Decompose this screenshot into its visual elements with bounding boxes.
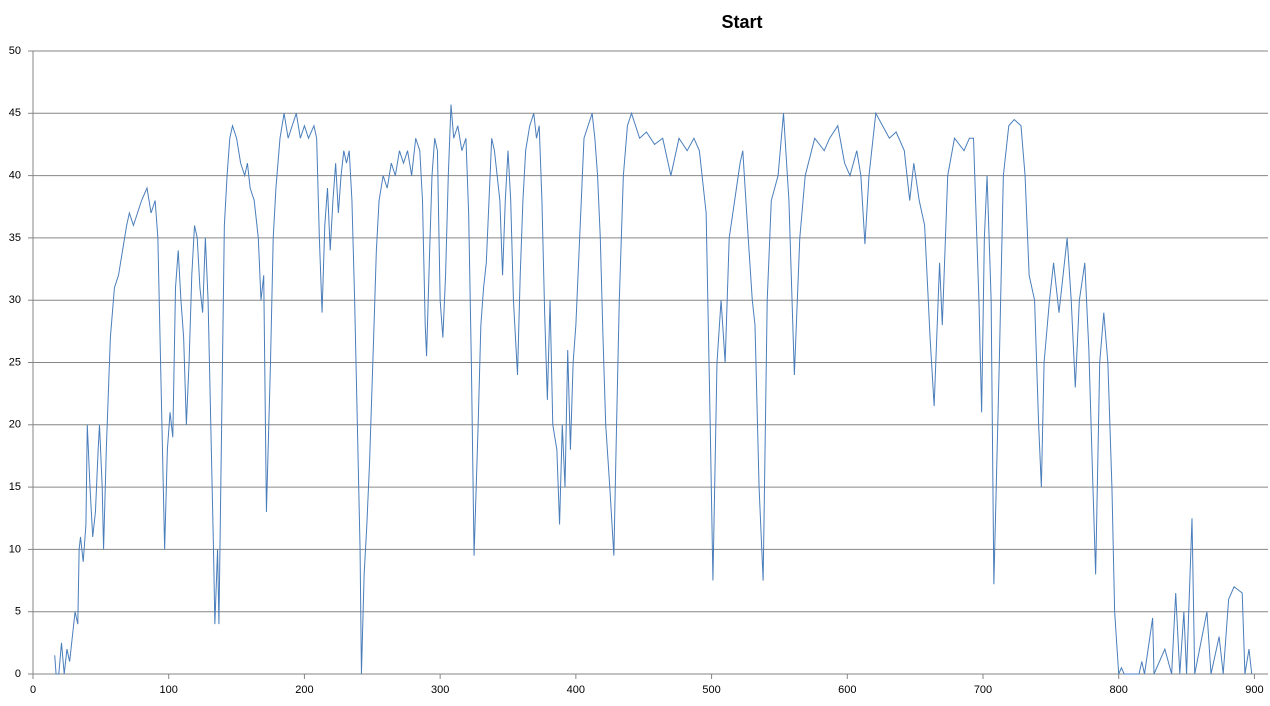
x-tick-label: 700 (974, 684, 992, 696)
y-tick-label: 30 (9, 294, 21, 306)
y-tick-label: 40 (9, 170, 21, 182)
x-tick-label: 500 (702, 684, 720, 696)
x-tick-label: 100 (160, 684, 178, 696)
y-tick-label: 25 (9, 356, 21, 368)
y-tick-label: 20 (9, 419, 21, 431)
y-tick-label: 0 (15, 668, 21, 680)
y-tick-label: 5 (15, 606, 21, 618)
x-tick-label: 600 (838, 684, 856, 696)
y-tick-label: 10 (9, 543, 21, 555)
y-tick-label: 50 (9, 45, 21, 57)
x-tick-label: 400 (567, 684, 585, 696)
y-tick-label: 15 (9, 481, 21, 493)
data-line (54, 104, 1253, 675)
y-tick-label: 45 (9, 107, 21, 119)
x-tick-label: 0 (30, 684, 36, 696)
x-tick-label: 300 (431, 684, 449, 696)
x-tick-label: 900 (1245, 684, 1263, 696)
x-tick-label: 800 (1110, 684, 1128, 696)
chart-title: Start (721, 12, 762, 32)
x-tick-label: 200 (295, 684, 313, 696)
y-tick-label: 35 (9, 232, 21, 244)
